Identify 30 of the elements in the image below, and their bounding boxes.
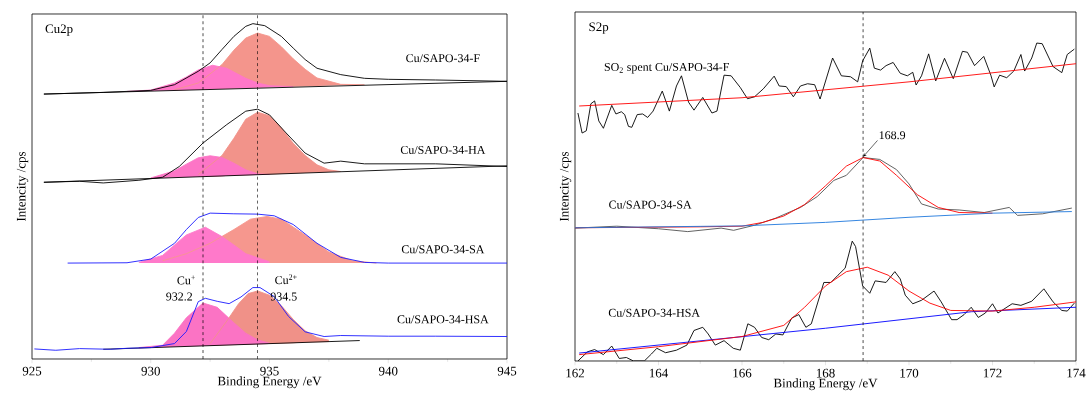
chart-title: S2p [589,22,609,34]
annotation: 932.2 [166,292,193,301]
annotation: 934.5 [270,292,297,301]
x-axis-title: Binding Energy /eV [773,378,878,391]
x-tick-label: 162 [566,368,585,378]
x-tick-label: 168 [816,368,835,378]
y-axis-title: Intencity /cps [559,151,572,222]
x-tick-label: 945 [497,366,517,376]
annotation: Cu/SAPO-34-HSA [608,308,700,317]
x-tick-label: 170 [900,368,919,378]
y-axis-title: Intencity /cps [16,151,29,222]
x-tick-label: 166 [733,368,752,378]
ref-line-label: Cu$^{+}$ [177,275,195,285]
annotation: SO$_{2}$ spent Cu/SAPO-34-F [604,62,729,74]
x-tick-label: 935 [260,366,279,376]
annotation: Cu/SAPO-34-HA [400,145,486,154]
chart-title: Cu2p [45,24,73,36]
annotation: 168.9 [879,131,906,140]
ref-line-label: Cu$^{2+}$ [275,274,297,285]
x-tick-label: 940 [378,366,398,376]
x-tick-label: 164 [649,368,669,378]
x-tick-label: 174 [1067,368,1086,378]
x-tick-label: 172 [983,368,1002,378]
x-axis-title: Binding Energy /eV [217,376,322,389]
x-tick-label: 930 [141,366,160,376]
annotation: Cu/SAPO-34-F [406,54,480,63]
annotation: Cu/SAPO-34-SA [401,245,485,254]
annotation: Cu/SAPO-34-SA [609,200,692,209]
x-tick-label: 925 [22,366,42,376]
annotation: Cu/SAPO-34-HSA [397,315,489,324]
